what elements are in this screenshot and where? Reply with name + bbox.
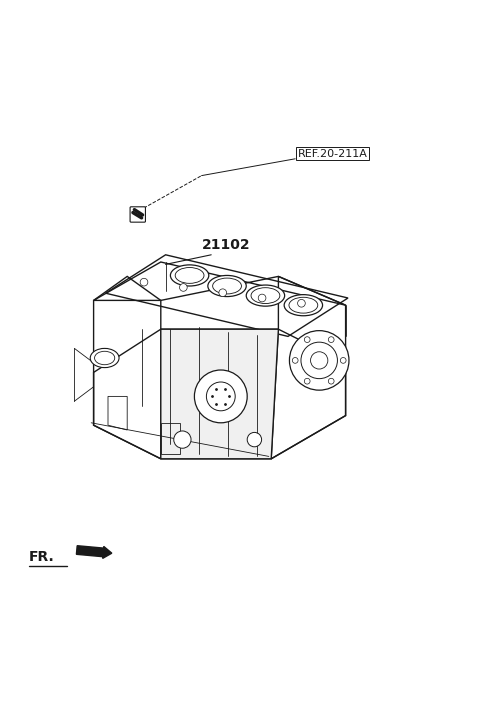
Circle shape [140, 279, 148, 286]
Circle shape [340, 357, 346, 363]
FancyArrow shape [76, 546, 112, 558]
Circle shape [219, 289, 227, 296]
Circle shape [328, 337, 334, 342]
Ellipse shape [208, 276, 246, 296]
Circle shape [304, 378, 310, 384]
Circle shape [328, 378, 334, 384]
Ellipse shape [175, 268, 204, 284]
Circle shape [289, 331, 349, 390]
Text: REF.20-211A: REF.20-211A [298, 149, 368, 159]
Circle shape [180, 284, 187, 291]
FancyBboxPatch shape [130, 207, 145, 222]
Circle shape [247, 432, 262, 447]
Ellipse shape [246, 285, 285, 306]
Circle shape [258, 294, 266, 302]
Ellipse shape [284, 295, 323, 316]
Ellipse shape [90, 349, 119, 367]
Circle shape [311, 352, 328, 369]
Text: 21102: 21102 [202, 238, 250, 253]
Circle shape [194, 370, 247, 423]
Ellipse shape [170, 265, 209, 286]
Text: FR.: FR. [29, 551, 55, 564]
Circle shape [292, 357, 298, 363]
Circle shape [298, 299, 305, 307]
Circle shape [174, 431, 191, 448]
Ellipse shape [251, 288, 280, 304]
Ellipse shape [289, 297, 318, 313]
Ellipse shape [213, 278, 241, 294]
Circle shape [304, 337, 310, 342]
Circle shape [301, 342, 337, 379]
Circle shape [206, 382, 235, 411]
Ellipse shape [95, 352, 115, 364]
Polygon shape [161, 329, 278, 459]
